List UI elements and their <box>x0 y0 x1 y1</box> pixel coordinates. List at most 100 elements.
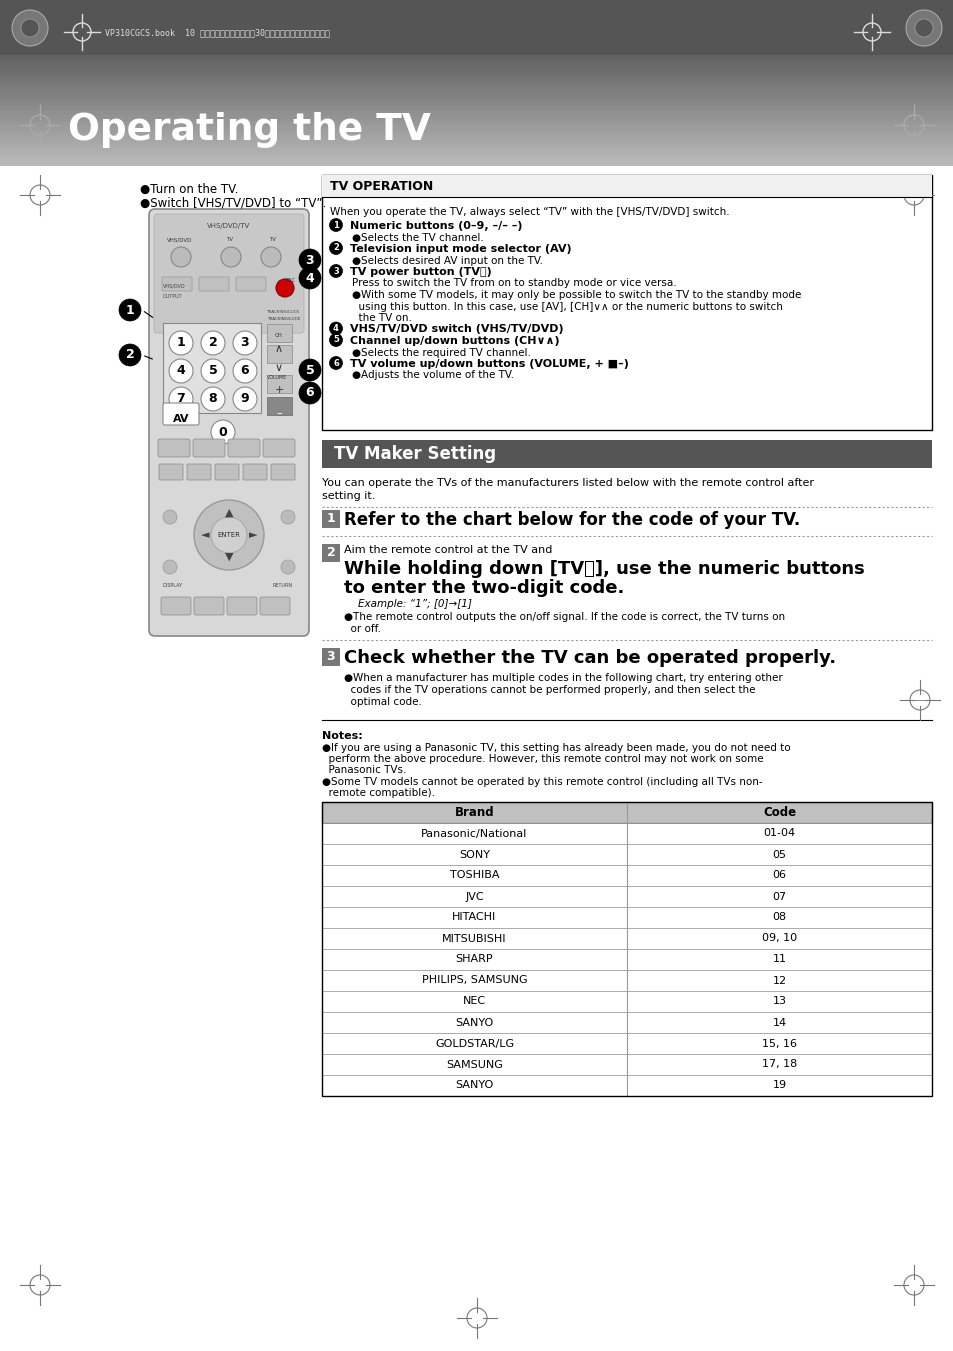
Text: MITSUBISHI: MITSUBISHI <box>442 934 506 943</box>
Text: Channel up/down buttons (CH∨∧): Channel up/down buttons (CH∨∧) <box>350 336 559 346</box>
Text: optimal code.: optimal code. <box>344 697 421 707</box>
Circle shape <box>163 561 177 574</box>
FancyBboxPatch shape <box>243 463 267 480</box>
Bar <box>0 104 953 107</box>
Text: TV: TV <box>226 236 233 242</box>
Text: 12: 12 <box>772 975 785 985</box>
Bar <box>0 109 953 112</box>
Bar <box>0 63 953 68</box>
Text: 3: 3 <box>305 254 314 266</box>
Text: ∨: ∨ <box>274 363 283 373</box>
Text: 15, 16: 15, 16 <box>761 1039 796 1048</box>
Circle shape <box>329 242 342 254</box>
Text: Operating the TV: Operating the TV <box>68 112 431 149</box>
Text: You can operate the TVs of the manufacturers listed below with the remote contro: You can operate the TVs of the manufactu… <box>322 478 813 488</box>
Circle shape <box>201 386 225 411</box>
FancyBboxPatch shape <box>227 597 256 615</box>
Text: SANYO: SANYO <box>455 1017 493 1028</box>
Bar <box>0 0 953 55</box>
Text: Brand: Brand <box>455 807 494 819</box>
Bar <box>0 54 953 57</box>
Text: ●Adjusts the volume of the TV.: ●Adjusts the volume of the TV. <box>352 370 514 381</box>
Bar <box>0 142 953 146</box>
Text: 5: 5 <box>305 363 314 377</box>
Text: 5: 5 <box>333 335 338 345</box>
Bar <box>0 134 953 136</box>
Text: remote compatible).: remote compatible). <box>322 788 435 798</box>
Circle shape <box>21 19 39 36</box>
Bar <box>0 131 953 134</box>
Bar <box>0 116 953 119</box>
Text: 3: 3 <box>333 266 338 276</box>
Text: ●Selects the TV channel.: ●Selects the TV channel. <box>352 232 483 242</box>
FancyBboxPatch shape <box>235 277 266 290</box>
Bar <box>322 865 931 886</box>
Bar <box>322 648 339 666</box>
Bar <box>0 72 953 74</box>
Bar <box>0 123 953 126</box>
Circle shape <box>233 386 256 411</box>
FancyBboxPatch shape <box>214 463 239 480</box>
Bar <box>322 886 931 907</box>
Text: 17, 18: 17, 18 <box>761 1059 797 1070</box>
Text: NEC: NEC <box>462 997 485 1006</box>
Bar <box>322 992 931 1012</box>
Text: 1: 1 <box>326 512 335 526</box>
Text: 8: 8 <box>209 393 217 405</box>
Text: While holding down [TV⏻], use the numeric buttons: While holding down [TV⏻], use the numeri… <box>344 561 863 578</box>
Bar <box>0 143 953 147</box>
Circle shape <box>905 9 941 46</box>
Text: RETURN: RETURN <box>273 584 293 588</box>
Bar <box>0 162 953 165</box>
Bar <box>0 124 953 127</box>
Bar <box>0 100 953 103</box>
Bar <box>0 77 953 80</box>
Circle shape <box>193 500 264 570</box>
Text: 05: 05 <box>772 850 785 859</box>
Bar <box>0 65 953 69</box>
Bar <box>0 153 953 155</box>
Circle shape <box>119 299 141 322</box>
Bar <box>0 88 953 91</box>
Circle shape <box>329 357 342 370</box>
Bar <box>0 61 953 65</box>
Text: 01-04: 01-04 <box>762 828 795 839</box>
Text: 6: 6 <box>305 386 314 400</box>
Text: Numeric buttons (0–9, –/– –): Numeric buttons (0–9, –/– –) <box>350 222 522 231</box>
Bar <box>0 96 953 99</box>
Circle shape <box>211 517 247 553</box>
Text: Example: “1”; [0]→[1]: Example: “1”; [0]→[1] <box>357 598 472 609</box>
Circle shape <box>329 265 342 277</box>
Circle shape <box>298 382 320 404</box>
Circle shape <box>211 420 234 444</box>
Text: Refer to the chart below for the code of your TV.: Refer to the chart below for the code of… <box>344 511 800 530</box>
Circle shape <box>298 249 320 272</box>
Text: perform the above procedure. However, this remote control may not work on some: perform the above procedure. However, th… <box>322 754 762 765</box>
Bar <box>0 57 953 61</box>
Bar <box>322 1012 931 1034</box>
Bar <box>0 141 953 145</box>
Bar <box>0 146 953 149</box>
Text: 7: 7 <box>176 393 185 405</box>
Bar <box>0 91 953 93</box>
Text: SONY: SONY <box>458 850 490 859</box>
Bar <box>0 119 953 122</box>
Circle shape <box>169 386 193 411</box>
Bar <box>0 108 953 111</box>
Bar <box>0 149 953 151</box>
Bar <box>0 157 953 159</box>
Text: Notes:: Notes: <box>322 731 362 740</box>
Text: SHARP: SHARP <box>456 955 493 965</box>
Text: TV volume up/down buttons (VOLUME, + ■–): TV volume up/down buttons (VOLUME, + ■–) <box>350 359 628 369</box>
Bar <box>0 122 953 124</box>
Circle shape <box>281 509 294 524</box>
Bar <box>0 120 953 123</box>
Bar <box>322 509 339 528</box>
Text: ◄: ◄ <box>200 530 209 540</box>
Bar <box>0 68 953 70</box>
Bar <box>267 324 292 342</box>
Bar <box>0 74 953 77</box>
Text: 2: 2 <box>333 243 338 253</box>
Bar <box>322 802 931 1096</box>
Circle shape <box>329 322 342 335</box>
